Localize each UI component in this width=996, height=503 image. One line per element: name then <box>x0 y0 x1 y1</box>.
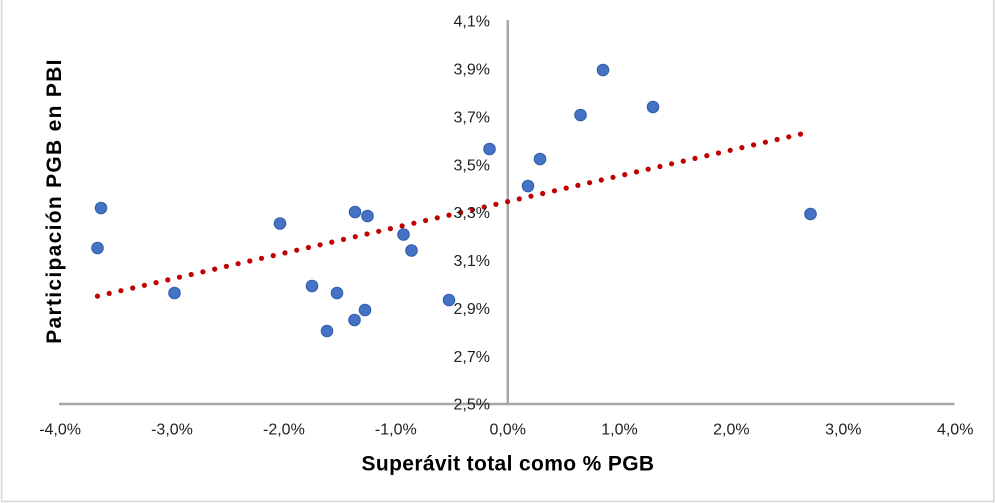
svg-text:2,0%: 2,0% <box>713 421 749 438</box>
svg-text:Participación PGB en PBI: Participación PGB en PBI <box>43 58 66 344</box>
svg-text:-4,0%: -4,0% <box>39 421 81 438</box>
svg-text:3,9%: 3,9% <box>454 62 490 79</box>
svg-text:2,9%: 2,9% <box>454 301 490 318</box>
svg-text:1,0%: 1,0% <box>601 421 637 438</box>
svg-text:-2,0%: -2,0% <box>263 421 305 438</box>
svg-text:3,3%: 3,3% <box>454 205 490 222</box>
svg-text:Superávit total como % PGB: Superávit total como % PGB <box>362 452 655 475</box>
svg-text:4,0%: 4,0% <box>937 421 973 438</box>
svg-text:2,5%: 2,5% <box>454 397 490 414</box>
svg-text:3,0%: 3,0% <box>825 421 861 438</box>
svg-text:3,1%: 3,1% <box>454 253 490 270</box>
svg-text:3,7%: 3,7% <box>454 110 490 127</box>
svg-text:0,0%: 0,0% <box>489 421 525 438</box>
svg-text:-1,0%: -1,0% <box>375 421 417 438</box>
svg-text:4,1%: 4,1% <box>454 14 490 31</box>
svg-text:2,7%: 2,7% <box>454 349 490 366</box>
svg-text:3,5%: 3,5% <box>454 157 490 174</box>
svg-text:-3,0%: -3,0% <box>151 421 193 438</box>
